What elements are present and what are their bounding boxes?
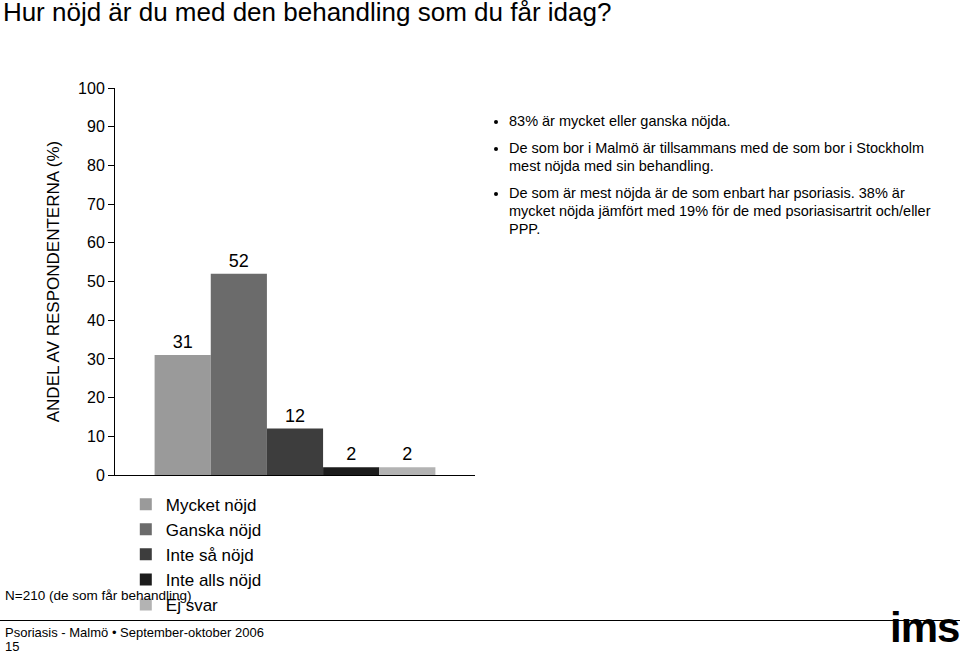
svg-text:12: 12 — [285, 406, 305, 426]
svg-text:Mycket nöjd: Mycket nöjd — [166, 496, 257, 515]
svg-text:80: 80 — [87, 157, 105, 174]
svg-text:20: 20 — [87, 389, 105, 406]
svg-text:70: 70 — [87, 196, 105, 213]
svg-text:Inte så nöjd: Inte så nöjd — [166, 546, 254, 565]
html-text:De som är mest nöjda är de som: De som är mest nöjda är de som enbart ha… — [509, 185, 931, 237]
svg-text:90: 90 — [87, 118, 105, 135]
html-text:15: 15 — [5, 639, 20, 654]
svg-text:Ej svar: Ej svar — [165, 596, 218, 616]
svg-text:ANDEL AV RESPONDENTERNA (%): ANDEL AV RESPONDENTERNA (%) — [44, 141, 63, 423]
html-text:83% är mycket eller ganska nöj: 83% är mycket eller ganska nöjda. — [509, 113, 731, 129]
html-text:ims: ims — [890, 604, 960, 651]
svg-text:Ganska nöjd: Ganska nöjd — [166, 521, 261, 540]
svg-text:52: 52 — [229, 251, 249, 271]
svg-text:0: 0 — [96, 467, 105, 484]
svg-text:10: 10 — [87, 428, 105, 445]
svg-text:50: 50 — [87, 273, 105, 290]
svg-text:40: 40 — [87, 312, 105, 329]
svg-text:60: 60 — [87, 234, 105, 251]
html-text:N=210 (de som får behandling): N=210 (de som får behandling) — [5, 588, 192, 603]
svg-text:30: 30 — [87, 351, 105, 368]
svg-text:2: 2 — [346, 444, 356, 464]
svg-text:Hur nöjd är du med den behandl: Hur nöjd är du med den behandling som du… — [3, 0, 612, 27]
svg-text:2: 2 — [402, 444, 412, 464]
svg-text:31: 31 — [173, 332, 193, 352]
svg-text:Inte alls nöjd: Inte alls nöjd — [166, 571, 261, 590]
html-text:Psoriasis - Malmö • September-: Psoriasis - Malmö • September-oktober 20… — [5, 625, 264, 640]
svg-text:100: 100 — [78, 80, 105, 97]
html-text:De som bor i Malmö är tillsamm: De som bor i Malmö är tillsammans med de… — [509, 140, 924, 174]
